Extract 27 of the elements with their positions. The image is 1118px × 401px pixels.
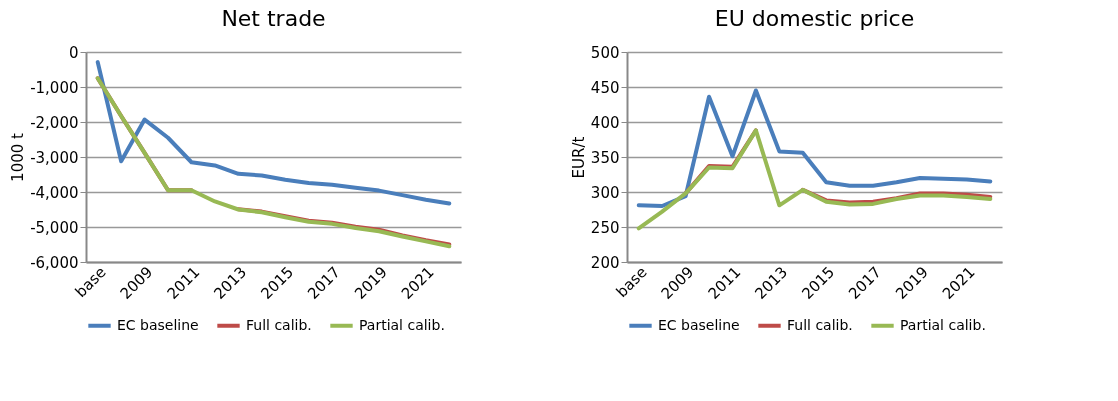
legend-label: Partial calib. (359, 316, 445, 333)
y-tick-label: 200 (590, 253, 620, 272)
y-tick-label: -6,000 (30, 253, 79, 272)
line-series (636, 88, 993, 208)
chart-title: EU domestic price (714, 6, 915, 31)
legend-label: EC baseline (658, 316, 740, 333)
legend-label: Partial calib. (900, 316, 986, 333)
y-tick-label: -1,000 (30, 78, 79, 97)
y-tick-label: -3,000 (30, 148, 79, 167)
y-tick-label: -5,000 (30, 218, 79, 237)
legend-label: Full calib. (246, 316, 312, 333)
y-axis-title: EUR/t (569, 136, 588, 179)
y-tick-label: 300 (590, 183, 620, 202)
y-tick-label: 350 (590, 148, 620, 167)
y-tick-label: -2,000 (30, 113, 79, 132)
y-tick-label: 400 (590, 113, 620, 132)
y-tick-label: 450 (590, 78, 620, 97)
chart-title: Net trade (221, 6, 326, 31)
y-tick-label: 0 (68, 43, 79, 62)
y-tick-label: 500 (590, 43, 620, 62)
legend-label: EC baseline (117, 316, 199, 333)
y-tick-label: -4,000 (30, 183, 79, 202)
y-axis-title: 1000 t (9, 132, 28, 182)
legend-label: Full calib. (787, 316, 853, 333)
y-tick-label: 250 (590, 218, 620, 237)
line-series (95, 60, 452, 206)
line-series (636, 128, 993, 231)
